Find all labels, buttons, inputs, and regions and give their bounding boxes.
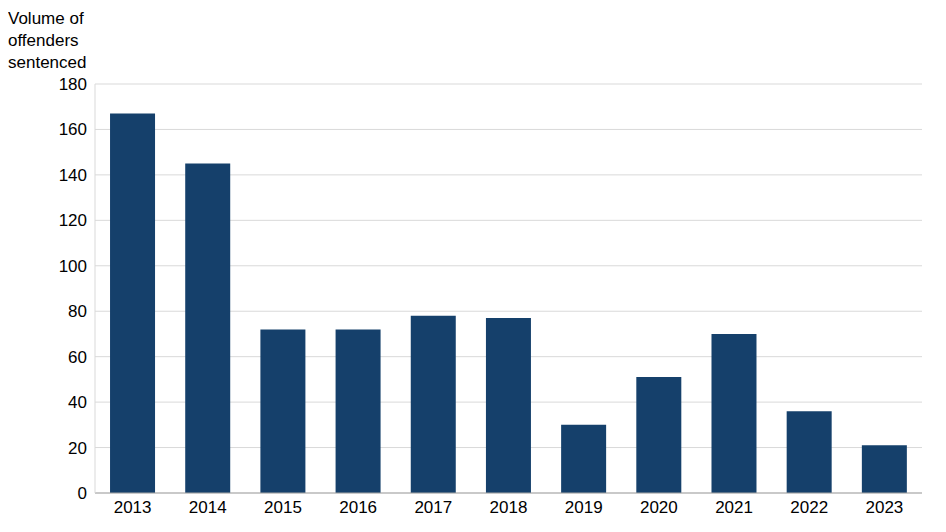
svg-text:2014: 2014 bbox=[189, 498, 227, 517]
svg-text:2013: 2013 bbox=[114, 498, 152, 517]
svg-text:180: 180 bbox=[59, 75, 87, 94]
svg-text:0: 0 bbox=[78, 484, 87, 503]
svg-text:40: 40 bbox=[68, 393, 87, 412]
svg-text:2018: 2018 bbox=[490, 498, 528, 517]
svg-text:2020: 2020 bbox=[640, 498, 678, 517]
svg-text:80: 80 bbox=[68, 302, 87, 321]
svg-text:20: 20 bbox=[68, 439, 87, 458]
svg-text:2022: 2022 bbox=[790, 498, 828, 517]
svg-text:2019: 2019 bbox=[565, 498, 603, 517]
svg-text:100: 100 bbox=[59, 257, 87, 276]
svg-text:2017: 2017 bbox=[414, 498, 452, 517]
svg-text:2016: 2016 bbox=[339, 498, 377, 517]
svg-text:2015: 2015 bbox=[264, 498, 302, 517]
svg-text:140: 140 bbox=[59, 166, 87, 185]
svg-text:2023: 2023 bbox=[865, 498, 903, 517]
html-text:Volume of offenders sentenced: Volume of offenders sentenced bbox=[8, 9, 87, 72]
svg-text:2021: 2021 bbox=[715, 498, 753, 517]
svg-text:160: 160 bbox=[59, 120, 87, 139]
svg-text:60: 60 bbox=[68, 348, 87, 367]
svg-text:120: 120 bbox=[59, 211, 87, 230]
